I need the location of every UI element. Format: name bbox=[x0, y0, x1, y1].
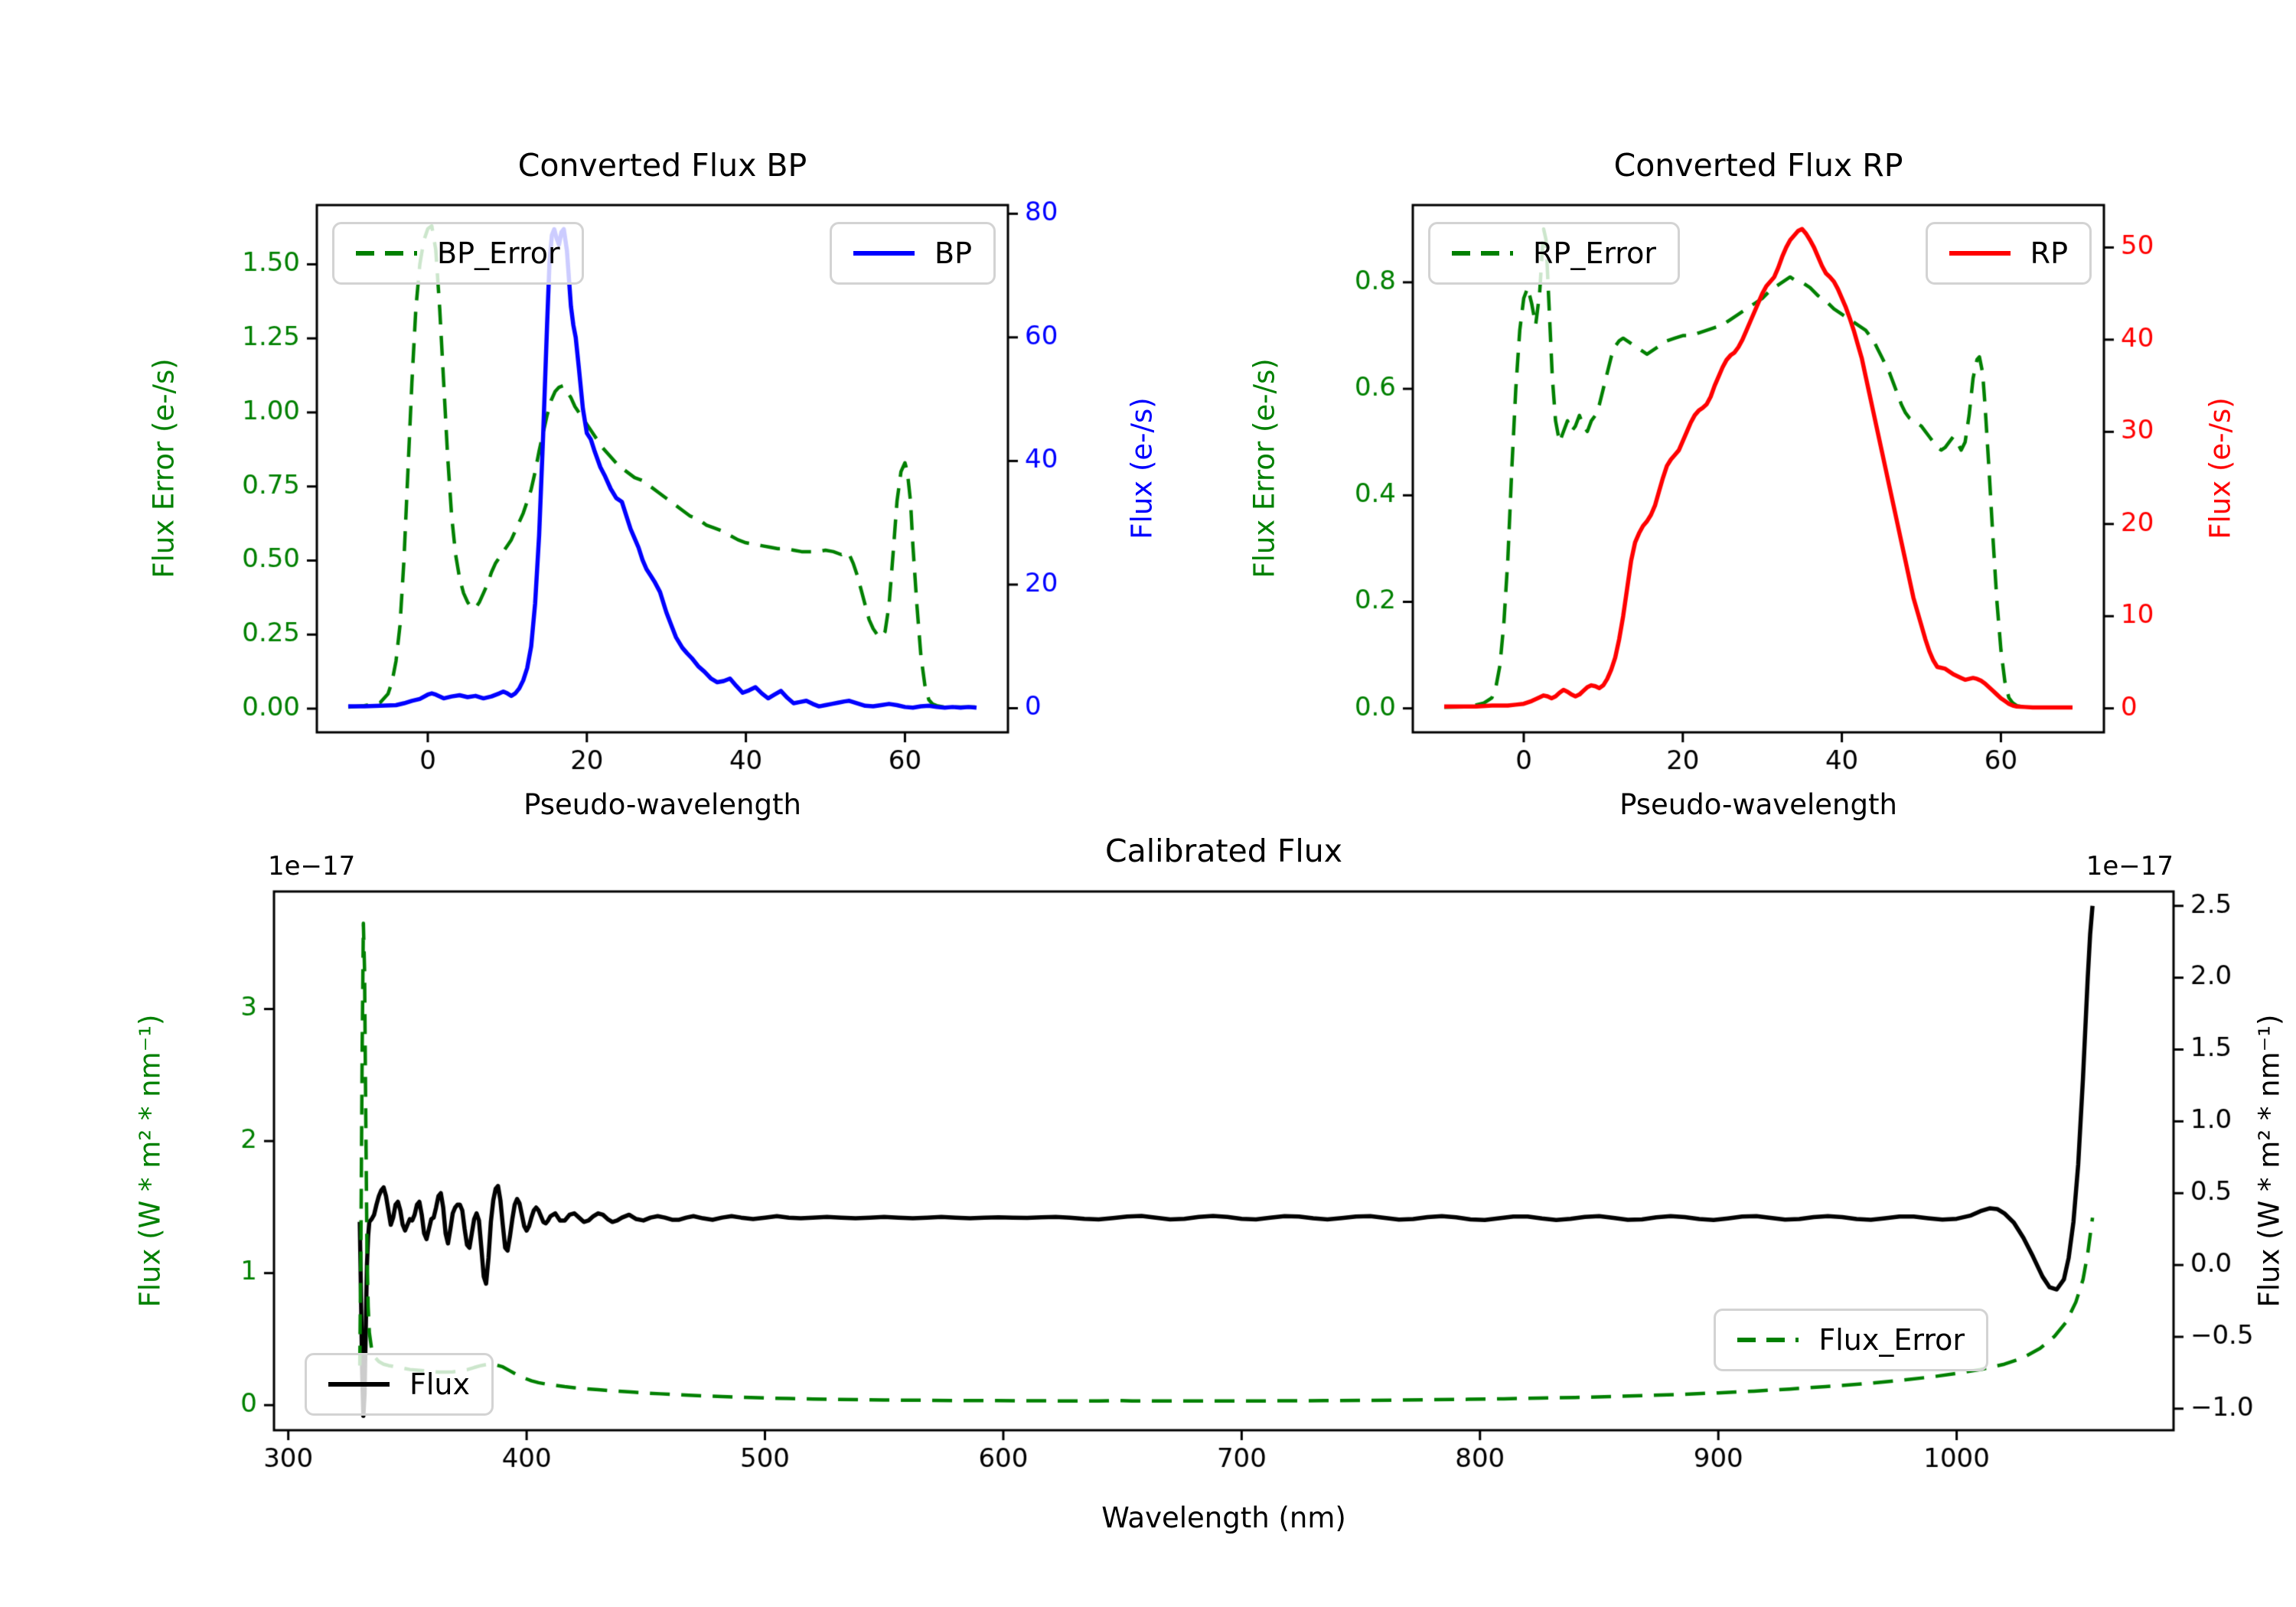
legend-dashed-line-icon bbox=[1452, 251, 1513, 256]
cal-flux-legend: Flux bbox=[305, 1353, 494, 1416]
legend-solid-line-icon bbox=[328, 1382, 390, 1387]
bp-legend: BP bbox=[830, 222, 996, 285]
bp-error-legend: BP_Error bbox=[332, 222, 584, 285]
cal-xlabel: Wavelength (nm) bbox=[1101, 1501, 1346, 1534]
rp-ylabel-right: Flux (e-/s) bbox=[2203, 397, 2237, 539]
rp-error-legend: RP_Error bbox=[1428, 222, 1680, 285]
cal-flux-error-legend-label: Flux_Error bbox=[1818, 1323, 1965, 1357]
cal-left-axis-offset: 1e−17 bbox=[268, 851, 356, 882]
cal-right-axis-offset: 1e−17 bbox=[2086, 851, 2174, 882]
cal-ylabel-right: Flux (W * m² * nm⁻¹) bbox=[2252, 1014, 2286, 1308]
cal-flux-error-legend: Flux_Error bbox=[1714, 1309, 1988, 1371]
cal-plot-title: Calibrated Flux bbox=[1104, 833, 1343, 869]
rp-legend-label: RP bbox=[2030, 236, 2068, 270]
legend-dashed-line-icon bbox=[356, 251, 417, 256]
bp-error-legend-label: BP_Error bbox=[437, 236, 560, 270]
legend-solid-line-icon bbox=[1949, 251, 2011, 256]
legend-solid-line-icon bbox=[853, 251, 915, 256]
rp-legend: RP bbox=[1925, 222, 2092, 285]
bp-xlabel: Pseudo-wavelength bbox=[523, 788, 801, 821]
bp-ylabel-left: Flux Error (e-/s) bbox=[147, 358, 181, 579]
bp-ylabel-right: Flux (e-/s) bbox=[1125, 397, 1159, 539]
legend-dashed-line-icon bbox=[1737, 1338, 1799, 1342]
rp-plot-title: Converted Flux RP bbox=[1613, 147, 1903, 184]
rp-ylabel-left: Flux Error (e-/s) bbox=[1247, 358, 1281, 579]
cal-ylabel-left: Flux (W * m² * nm⁻¹) bbox=[133, 1014, 167, 1308]
rp-xlabel: Pseudo-wavelength bbox=[1619, 788, 1897, 821]
bp-plot-title: Converted Flux BP bbox=[517, 147, 807, 184]
rp-error-legend-label: RP_Error bbox=[1533, 236, 1656, 270]
cal-flux-legend-label: Flux bbox=[409, 1367, 470, 1401]
bp-legend-label: BP bbox=[934, 236, 972, 270]
